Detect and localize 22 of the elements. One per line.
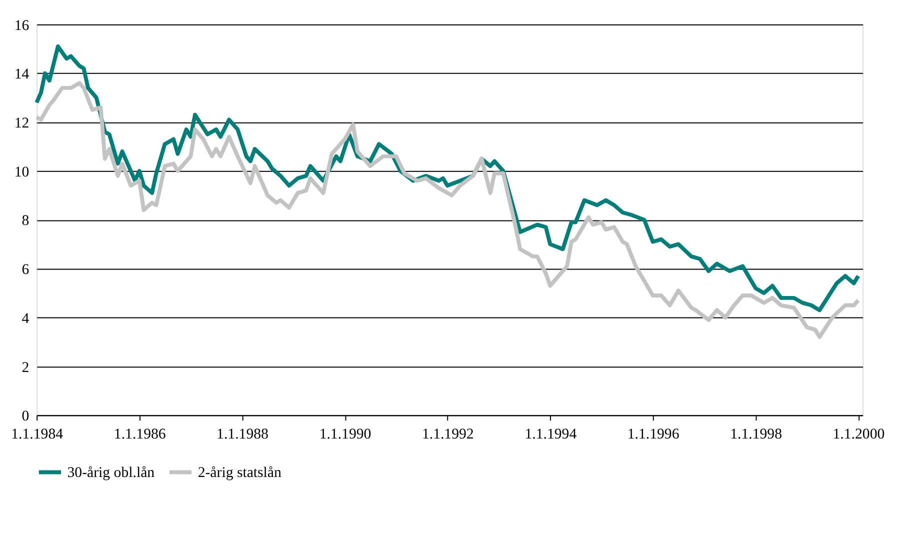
y-tick-label: 12 — [14, 116, 30, 132]
x-tick-label: 1.1.1986 — [114, 426, 166, 442]
x-tick-label: 1.1.1998 — [730, 426, 782, 442]
x-tick-label: 1.1.2000 — [832, 426, 885, 442]
x-tick-label: 1.1.1994 — [524, 426, 578, 442]
legend-label: 2-årig statslån — [198, 465, 282, 482]
y-tick-label: 2 — [22, 360, 30, 376]
legend-label: 30-årig obl.lån — [67, 465, 156, 482]
line-series — [34, 44, 860, 312]
y-tick-label: 14 — [14, 66, 30, 83]
y-tick-label: 4 — [22, 310, 30, 327]
x-tick-label: 1.1.1996 — [627, 426, 680, 442]
y-tick-label: 0 — [22, 408, 30, 425]
y-tick-label: 8 — [22, 213, 30, 230]
line-series — [34, 81, 860, 339]
x-tick-label: 1.1.1984 — [11, 426, 64, 442]
y-tick-label: 10 — [14, 164, 30, 180]
x-tick-label: 1.1.1992 — [422, 426, 474, 442]
y-tick-label: 6 — [22, 262, 30, 278]
x-tick-label: 1.1.1988 — [216, 426, 268, 442]
y-tick-label: 16 — [14, 18, 30, 34]
x-tick-label: 1.1.1990 — [319, 426, 372, 442]
